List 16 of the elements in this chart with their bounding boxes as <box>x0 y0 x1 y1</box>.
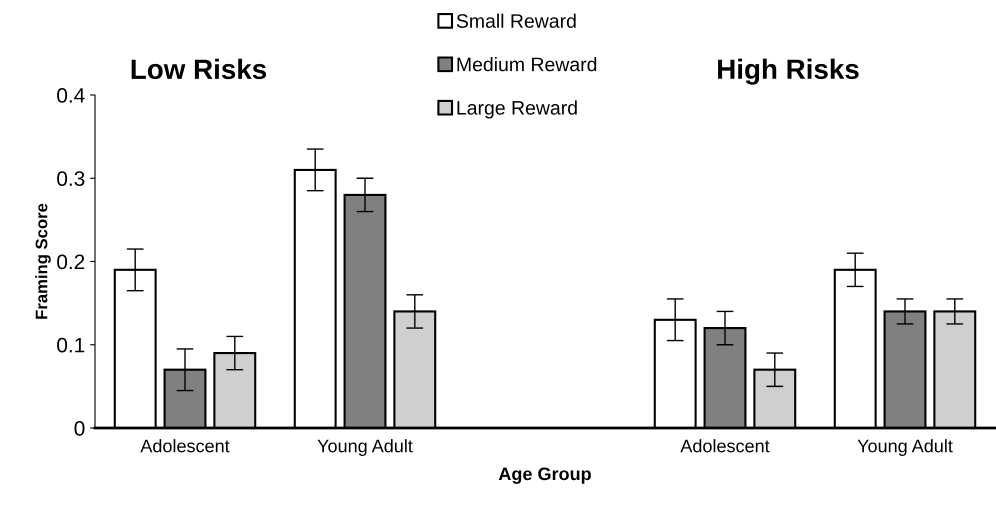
y-tick-label: 0.4 <box>57 88 85 103</box>
x-tick-label: Adolescent <box>680 439 770 452</box>
legend-label: Small Reward <box>456 14 576 28</box>
legend-label: Large Reward <box>457 100 577 119</box>
x-tick-label: Adolescent <box>140 439 230 452</box>
y-tick-label: 0.3 <box>57 171 84 186</box>
x-axis-title: Age Group <box>498 467 591 484</box>
y-tick-label: 0 <box>74 421 84 436</box>
text: Low Risks <box>132 58 266 80</box>
x-tick-label: Young Adult <box>858 439 953 456</box>
text: High Risks <box>718 58 859 85</box>
legend-label: Medium Reward <box>457 57 596 72</box>
y-tick-label: 0.2 <box>57 254 84 270</box>
x-tick-label: Young Adult <box>318 439 413 456</box>
y-tick-label: 0.1 <box>57 338 84 353</box>
y-axis-title: Framing Score <box>35 204 51 319</box>
